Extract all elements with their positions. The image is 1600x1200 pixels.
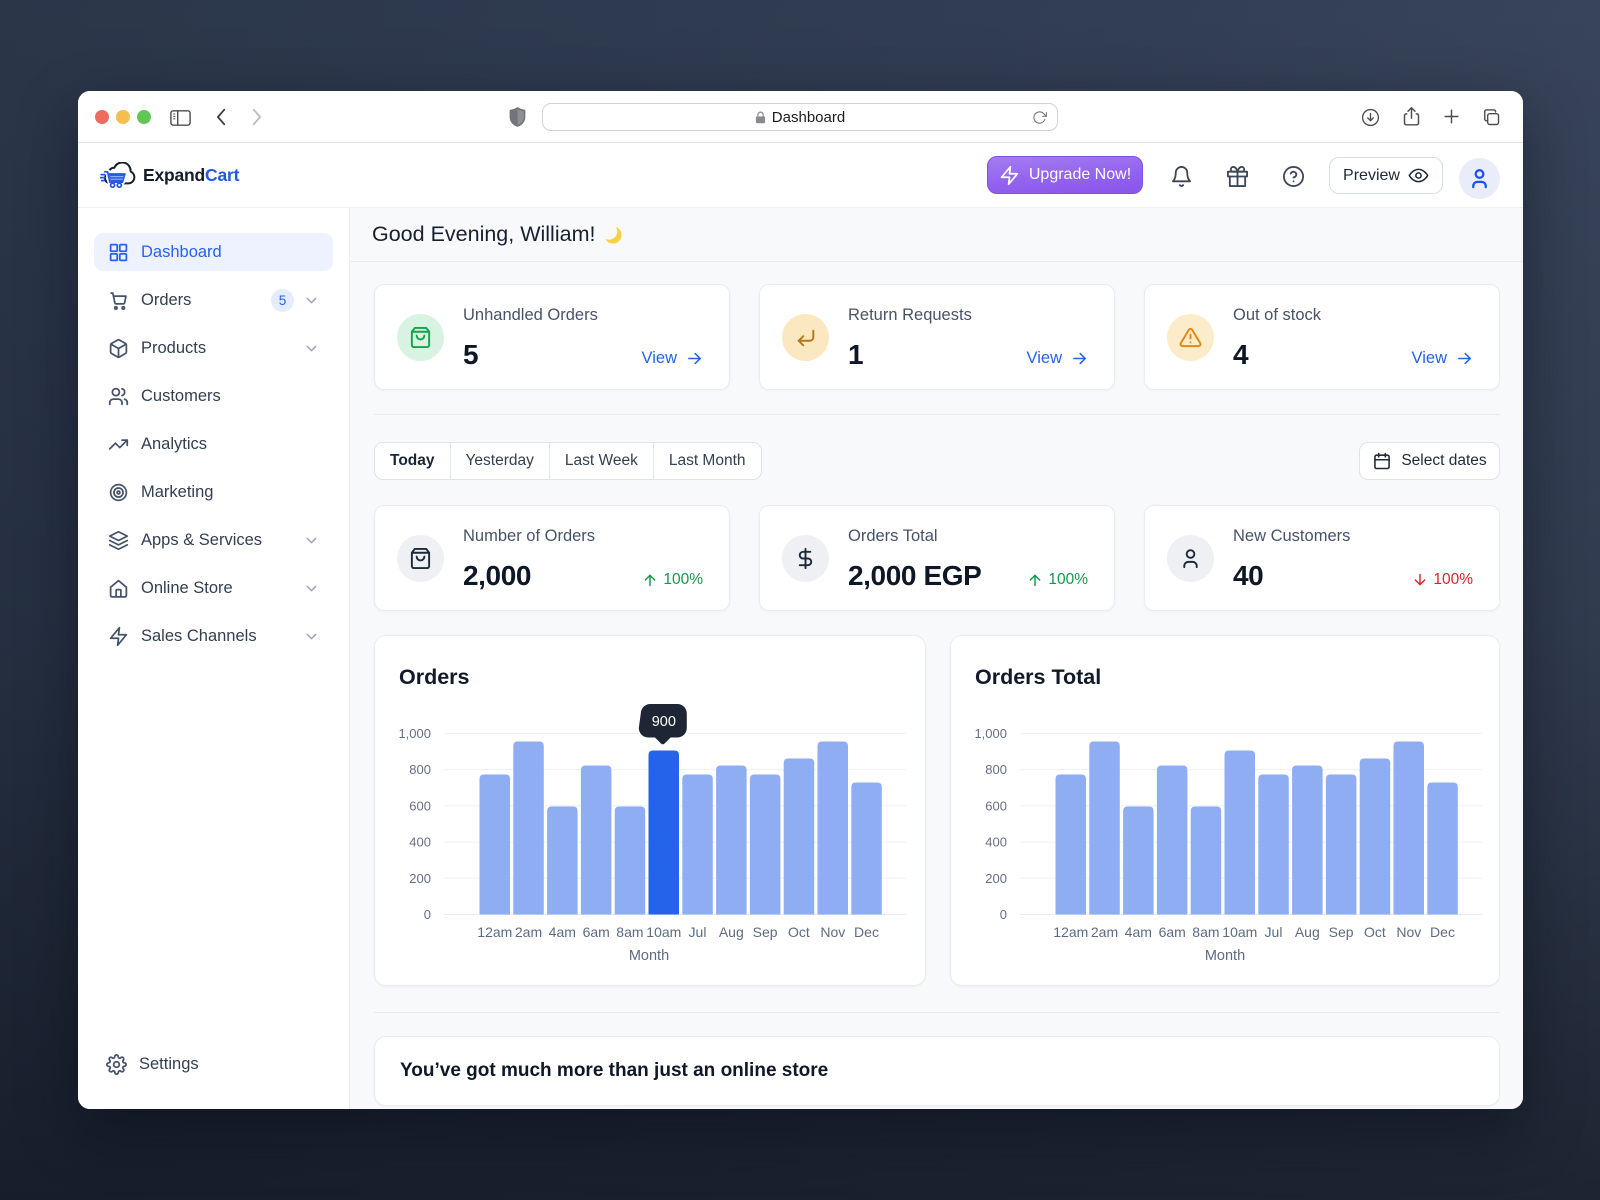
svg-text:Jul: Jul <box>689 924 707 940</box>
svg-text:400: 400 <box>985 835 1007 850</box>
svg-text:200: 200 <box>985 871 1007 886</box>
svg-text:Month: Month <box>629 948 669 964</box>
svg-text:6am: 6am <box>1159 924 1186 940</box>
svg-text:6am: 6am <box>583 924 610 940</box>
svg-text:Dec: Dec <box>1430 924 1455 940</box>
svg-text:4am: 4am <box>549 924 576 940</box>
svg-text:1,000: 1,000 <box>398 726 431 741</box>
svg-text:800: 800 <box>409 762 431 777</box>
svg-text:1,000: 1,000 <box>974 726 1007 741</box>
svg-text:Aug: Aug <box>1295 924 1320 940</box>
svg-text:10am: 10am <box>646 924 681 940</box>
svg-text:2am: 2am <box>515 924 542 940</box>
svg-text:600: 600 <box>409 798 431 813</box>
svg-text:Jul: Jul <box>1265 924 1283 940</box>
svg-text:Oct: Oct <box>1364 924 1386 940</box>
svg-text:Aug: Aug <box>719 924 744 940</box>
svg-text:800: 800 <box>985 762 1007 777</box>
svg-text:Dec: Dec <box>854 924 879 940</box>
svg-text:8am: 8am <box>616 924 643 940</box>
svg-text:Sep: Sep <box>1329 924 1354 940</box>
svg-text:2am: 2am <box>1091 924 1118 940</box>
svg-text:8am: 8am <box>1192 924 1219 940</box>
svg-text:Month: Month <box>1205 948 1245 964</box>
svg-text:Oct: Oct <box>788 924 810 940</box>
svg-text:0: 0 <box>1000 907 1007 922</box>
svg-text:Sep: Sep <box>753 924 778 940</box>
svg-text:Nov: Nov <box>820 924 845 940</box>
svg-text:600: 600 <box>985 798 1007 813</box>
svg-text:0: 0 <box>424 907 431 922</box>
svg-text:12am: 12am <box>1053 924 1088 940</box>
svg-text:900: 900 <box>652 714 676 730</box>
svg-text:Nov: Nov <box>1396 924 1421 940</box>
svg-text:12am: 12am <box>477 924 512 940</box>
svg-text:400: 400 <box>409 835 431 850</box>
svg-text:10am: 10am <box>1222 924 1257 940</box>
svg-text:4am: 4am <box>1125 924 1152 940</box>
svg-text:200: 200 <box>409 871 431 886</box>
